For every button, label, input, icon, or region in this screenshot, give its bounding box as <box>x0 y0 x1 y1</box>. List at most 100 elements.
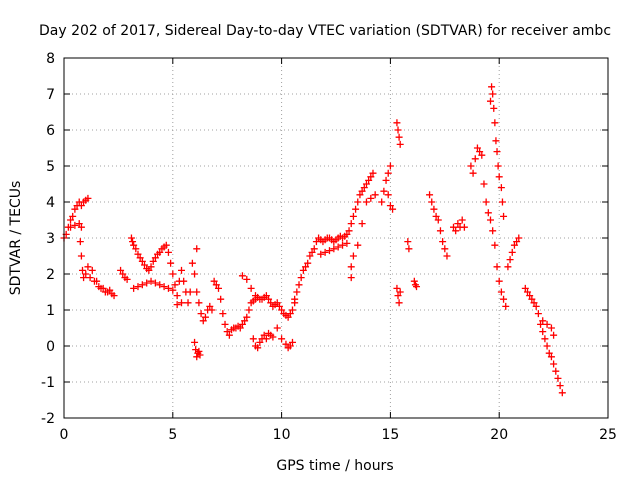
data-point <box>489 90 497 98</box>
data-point <box>69 212 77 220</box>
data-point <box>396 288 404 296</box>
data-point <box>500 295 508 303</box>
data-point <box>245 306 253 314</box>
data-point <box>413 283 421 291</box>
data-point <box>384 169 392 177</box>
data-point <box>262 292 270 300</box>
data-point <box>436 227 444 235</box>
data-point <box>439 238 447 246</box>
data-point <box>367 194 375 202</box>
data-point <box>169 270 177 278</box>
data-point <box>93 277 101 285</box>
data-point <box>249 335 257 343</box>
data-point <box>77 252 85 260</box>
data-point <box>450 223 458 231</box>
data-point <box>367 173 375 181</box>
data-point <box>486 216 494 224</box>
data-point <box>141 261 149 269</box>
data-point <box>362 180 370 188</box>
data-point <box>75 220 83 228</box>
y-tick-label: 3 <box>46 231 55 247</box>
data-point <box>77 223 85 231</box>
data-point <box>88 266 96 274</box>
data-point <box>145 266 153 274</box>
data-point <box>256 338 264 346</box>
y-tick-label: 0 <box>46 339 55 355</box>
data-point <box>493 263 501 271</box>
data-point <box>273 324 281 332</box>
data-point <box>539 317 547 325</box>
data-point <box>432 212 440 220</box>
data-point <box>201 313 209 321</box>
data-point <box>532 302 540 310</box>
y-tick-label: 7 <box>46 87 55 103</box>
data-point <box>278 335 286 343</box>
data-point <box>117 266 125 274</box>
data-point <box>212 281 220 289</box>
data-point <box>134 283 142 291</box>
data-point <box>510 241 518 249</box>
data-point <box>273 299 281 307</box>
data-point <box>193 245 201 253</box>
data-point <box>491 241 499 249</box>
data-point <box>365 176 373 184</box>
data-point <box>171 281 179 289</box>
data-point <box>199 317 207 325</box>
data-point <box>138 281 146 289</box>
data-point <box>478 151 486 159</box>
data-point <box>360 184 368 192</box>
data-point <box>358 220 366 228</box>
axis-ticks: 0 5 10 15 20 25 -2 -1 0 1 2 3 4 5 6 7 8 <box>41 51 617 443</box>
data-point <box>156 248 164 256</box>
data-point <box>193 288 201 296</box>
data-point <box>106 286 114 294</box>
data-point <box>556 382 564 390</box>
data-point <box>225 331 233 339</box>
data-point <box>299 266 307 274</box>
data-point <box>491 119 499 127</box>
data-point <box>504 263 512 271</box>
data-point <box>495 277 503 285</box>
data-point <box>547 353 555 361</box>
data-point <box>393 284 401 292</box>
data-point <box>515 234 523 242</box>
data-point <box>151 254 159 262</box>
x-tick-label: 20 <box>490 427 508 443</box>
data-point <box>454 220 462 228</box>
data-point <box>386 162 394 170</box>
data-point <box>82 270 90 278</box>
data-point <box>552 367 560 375</box>
data-point <box>84 263 92 271</box>
x-tick-label: 5 <box>168 427 177 443</box>
x-tick-label: 0 <box>60 427 69 443</box>
data-point <box>164 284 172 292</box>
data-point <box>110 292 118 300</box>
data-point <box>434 216 442 224</box>
data-point <box>147 277 155 285</box>
data-point <box>378 198 386 206</box>
y-tick-label: 8 <box>46 51 55 67</box>
data-point <box>356 191 364 199</box>
data-point <box>84 194 92 202</box>
data-point <box>394 292 402 300</box>
data-point <box>484 209 492 217</box>
data-point <box>136 254 144 262</box>
data-point <box>191 338 199 346</box>
data-point <box>495 173 503 181</box>
data-point <box>343 230 351 238</box>
data-point <box>238 320 246 328</box>
data-point <box>123 275 131 283</box>
data-point <box>195 299 203 307</box>
data-point <box>269 333 277 341</box>
data-point <box>288 338 296 346</box>
data-point <box>188 259 196 267</box>
data-point <box>550 360 558 368</box>
data-point <box>550 331 558 339</box>
data-point <box>184 299 192 307</box>
data-point <box>354 241 362 249</box>
y-tick-label: 1 <box>46 303 55 319</box>
y-tick-label: -1 <box>41 375 55 391</box>
data-point <box>347 263 355 271</box>
data-point <box>396 140 404 148</box>
